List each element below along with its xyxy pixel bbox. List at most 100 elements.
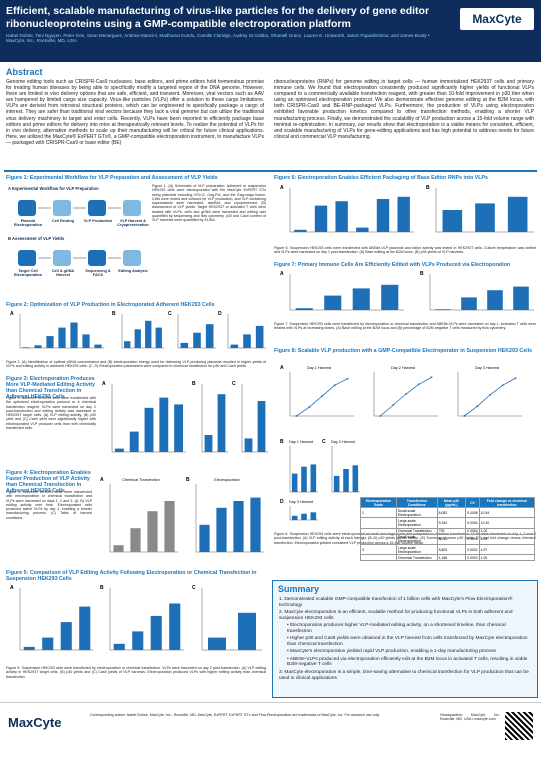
line: [380, 376, 432, 417]
bar: [513, 286, 529, 310]
summary-item: 2. MaxCyte electroporation is an efficie…: [279, 610, 513, 621]
bar: [155, 327, 162, 348]
bar: [180, 342, 189, 348]
table-cell: 1.00: [478, 554, 536, 562]
panel-title: Electroporation: [214, 478, 240, 482]
bar: [301, 466, 307, 492]
bar: [124, 341, 131, 348]
point: [501, 384, 504, 387]
bar: [132, 631, 144, 650]
figure-title: Figure 5: Comparison of VLP Editing Acti…: [6, 570, 257, 582]
figure-title: Figure 7: Primary Immune Cells Are Effic…: [274, 262, 511, 268]
summary-item: • MaxCyte's electroporation yielded rapi…: [287, 649, 496, 655]
panel-label: B: [186, 477, 190, 483]
bar: [147, 511, 158, 552]
point: [346, 377, 349, 380]
bar: [58, 327, 66, 348]
table-cell: 0.0003: [465, 554, 480, 562]
panel-label: A: [10, 585, 14, 591]
summary-item: 1. Demonstrated scalable GMP-compatible …: [279, 597, 513, 608]
bar: [233, 501, 244, 552]
panel-label: A: [280, 185, 284, 191]
bar: [46, 336, 54, 348]
bar: [475, 203, 495, 232]
bar: [238, 612, 256, 650]
workflow-step: Target Cell Electroporation: [13, 269, 43, 278]
panel-label: B: [100, 585, 104, 591]
workflow-icon: [18, 200, 36, 216]
bar: [34, 345, 42, 348]
bar: [174, 404, 184, 452]
summary-item: 3. MaxCyte electroporation is a simple, …: [279, 669, 529, 681]
panel-label: D: [280, 499, 284, 505]
workflow-icon: [53, 200, 71, 216]
panel-label: B: [280, 439, 284, 445]
point: [392, 404, 395, 406]
point: [333, 384, 336, 387]
summary-box: Summary 1. Demonstrated scalable GMP-com…: [272, 580, 538, 698]
panel-label: B: [420, 271, 424, 277]
panel-label: A: [102, 381, 106, 387]
workflow-step: VLP Production: [83, 219, 113, 223]
table-cell: 0.0004: [465, 527, 480, 535]
workflow-icon: [88, 200, 106, 216]
divider: [4, 170, 537, 172]
bar: [216, 507, 227, 552]
bar: [164, 501, 175, 552]
workflow-step: Sequencing & FACS: [85, 269, 111, 278]
bar: [169, 603, 181, 650]
bar: [244, 438, 253, 452]
panel-label: B: [112, 311, 116, 317]
bar: [442, 210, 463, 232]
figure-caption: Figure 3. Adherent HEK293 cells were tra…: [6, 396, 96, 431]
bar: [130, 528, 141, 552]
figure-title: Figure 4: Electroporation Enables Faster…: [6, 470, 91, 494]
results-table: Electroporation Scale Transfection Condit…: [360, 496, 536, 562]
workflow-step: Cell Resting: [52, 219, 74, 223]
point: [514, 377, 517, 380]
bar: [356, 227, 369, 232]
bar: [217, 394, 226, 452]
bar: [381, 284, 399, 310]
authors: Isabel Dohse, Tani Nguyen, Peter Gee, Se…: [6, 33, 430, 44]
footer-logo: MaxCyte: [8, 715, 62, 730]
panel-label: B: [192, 381, 196, 387]
bar: [461, 297, 477, 310]
abstract-right: ribonucleoproteins (RNPs) for genome edi…: [274, 79, 534, 140]
bar: [435, 309, 451, 310]
workflow-icon: [123, 250, 141, 266]
panel-title: Day 2 Harvest: [391, 366, 416, 370]
workflow-icon: [53, 250, 71, 266]
workflow-step: VLP Harvest & Cryopreservation: [117, 219, 149, 228]
figure-title: Figure 1: Experimental Workflow for VLP …: [6, 175, 218, 181]
summary-heading: Summary: [278, 584, 320, 594]
panel-title: Day 1 Harvest: [307, 366, 332, 370]
bar: [335, 201, 348, 232]
bar: [301, 513, 307, 520]
workflow-heading: A Experimental Workflow for VLP Preparat…: [8, 186, 99, 191]
workflow-icon: [88, 250, 106, 266]
workflow-heading: B Assessment of VLP Yields: [8, 236, 65, 241]
bar: [205, 324, 214, 348]
bar: [113, 643, 125, 650]
figure-caption: Figure 2. (A) Identification of optimal …: [6, 360, 266, 369]
panel-label: B: [426, 185, 430, 191]
header-band: [0, 0, 541, 62]
figure-caption: Figure 7. Suspension HEK293 cells were t…: [274, 322, 536, 331]
title: Efficient, scalable manufacturing of vir…: [6, 5, 430, 30]
panel-label: D: [218, 311, 222, 317]
workflow-step: Cell & gDNA Harvest: [51, 269, 75, 278]
panel-title: Day 3 Harvest: [289, 500, 314, 504]
bar: [295, 308, 313, 310]
bar: [507, 196, 528, 232]
bar: [23, 646, 35, 650]
bar: [159, 397, 169, 452]
point: [463, 415, 466, 417]
panel-title: Day 3 Harvest: [475, 366, 500, 370]
panel-title: Day 1 Harvest: [289, 440, 314, 444]
footer-note: Corresponding author: Isabel Dohse, MaxC…: [90, 713, 380, 717]
bar: [193, 332, 201, 348]
bar: [291, 515, 298, 520]
bar: [333, 475, 340, 492]
